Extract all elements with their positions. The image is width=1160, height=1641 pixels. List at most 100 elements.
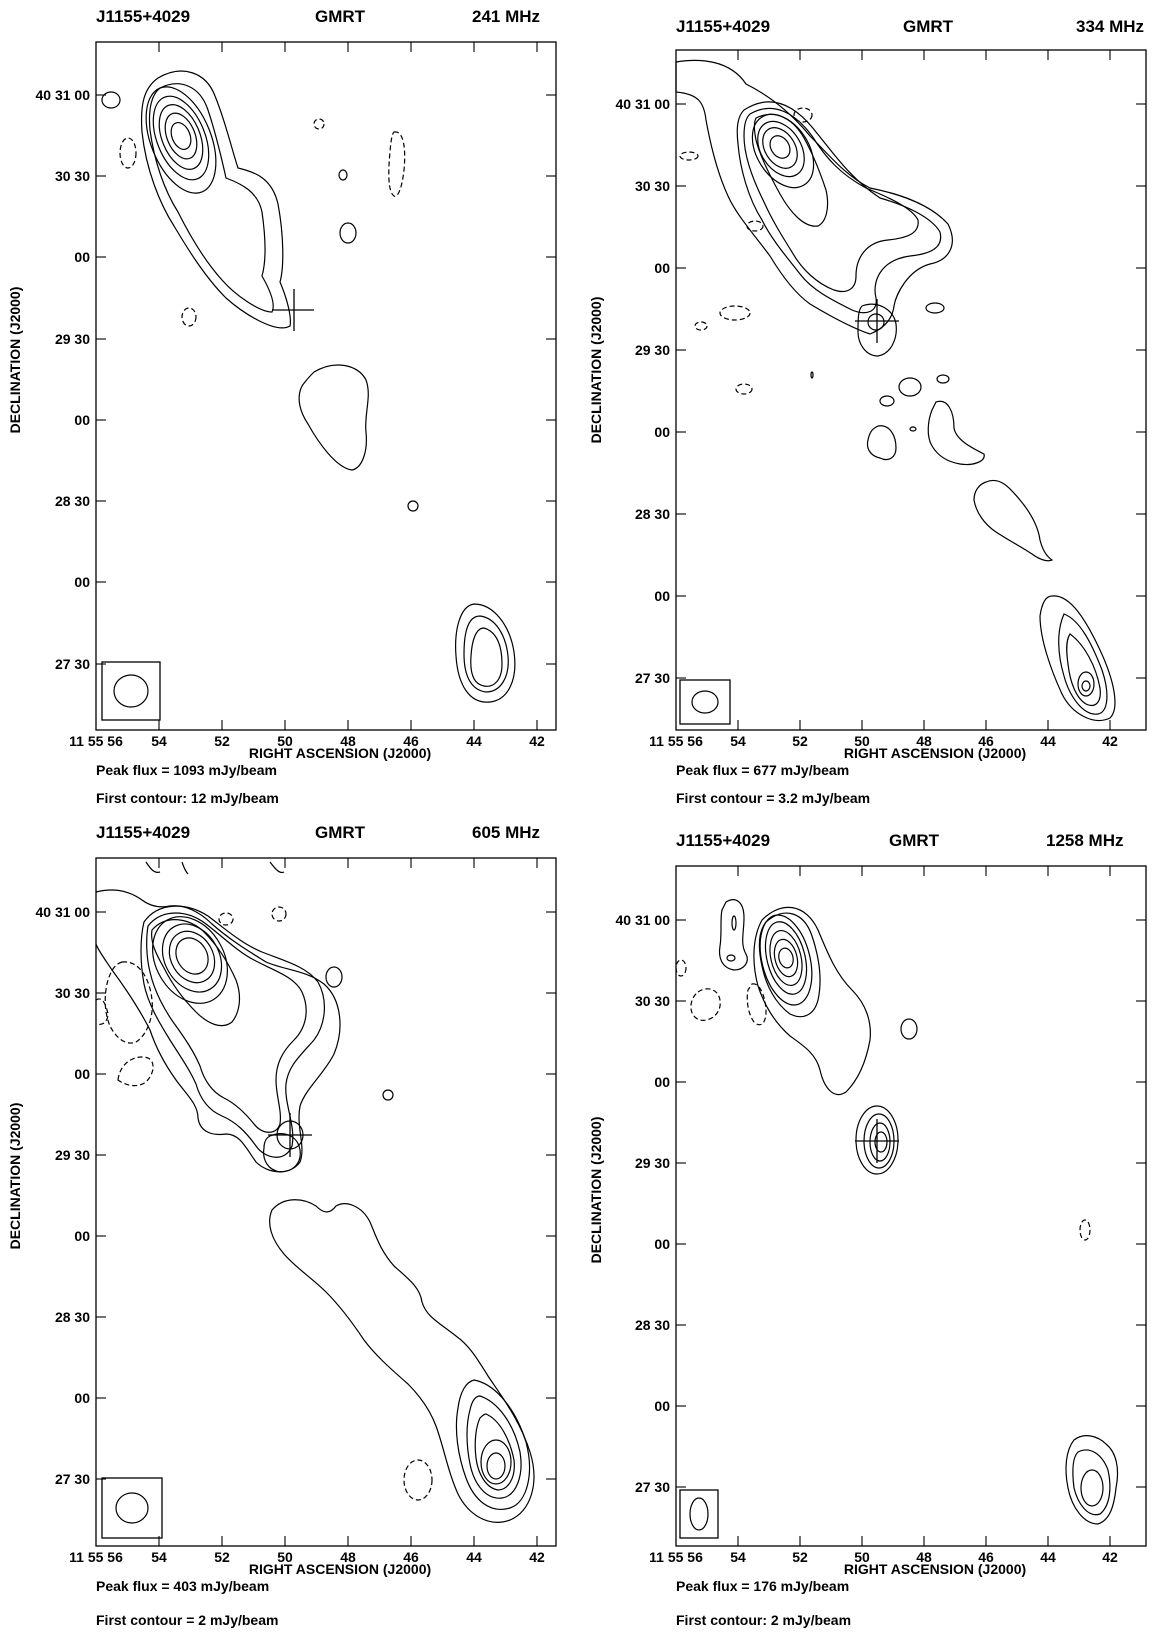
panel-source-name: J1155+4029 (676, 831, 770, 850)
y-tick-label: 27 30 (635, 1479, 670, 1495)
x-tick-label: 11 55 56 (69, 733, 123, 749)
x-axis-label: RIGHT ASCENSION (J2000) (844, 745, 1026, 761)
panel-source-name: J1155+4029 (676, 17, 770, 36)
first-contour-note: First contour: 12 mJy/beam (96, 790, 279, 806)
panel-frequency: 605 MHz (472, 823, 540, 842)
peak-flux-note: Peak flux = 677 mJy/beam (676, 762, 849, 778)
beam-box (101, 661, 161, 721)
y-tick-label: 30 30 (55, 985, 90, 1001)
x-tick-label: 52 (792, 1549, 808, 1565)
y-tick-label: 00 (74, 1228, 90, 1244)
x-axis-label: RIGHT ASCENSION (J2000) (844, 1561, 1026, 1577)
y-tick-label: 27 30 (635, 670, 670, 686)
y-tick-label: 27 30 (55, 1471, 90, 1487)
x-tick-label: 42 (529, 733, 545, 749)
y-tick-label: 00 (654, 1074, 670, 1090)
x-tick-label: 42 (1102, 1549, 1118, 1565)
y-tick-label: 28 30 (635, 506, 670, 522)
y-tick-labels: 40 31 00 30 30 00 29 30 00 28 30 00 27 3… (36, 87, 91, 672)
x-tick-label: 50 (277, 1549, 293, 1565)
y-tick-label: 28 30 (55, 493, 90, 509)
beam-box (101, 1477, 163, 1539)
axis-ticks (676, 50, 1146, 730)
y-tick-label: 00 (654, 424, 670, 440)
peak-flux-note: Peak flux = 1093 mJy/beam (96, 762, 277, 778)
x-tick-label: 54 (730, 1549, 746, 1565)
y-tick-label: 00 (654, 1398, 670, 1414)
x-tick-label: 48 (916, 1549, 932, 1565)
x-tick-label: 44 (1040, 733, 1056, 749)
y-axis-label: DECLINATION (J2000) (7, 287, 23, 434)
axis-ticks (96, 858, 556, 1546)
x-tick-label: 44 (1040, 1549, 1056, 1565)
peak-flux-note: Peak flux = 176 mJy/beam (676, 1578, 849, 1594)
y-tick-label: 29 30 (55, 1147, 90, 1163)
panel-frequency: 334 MHz (1076, 17, 1144, 36)
x-tick-label: 46 (978, 1549, 994, 1565)
x-tick-label: 42 (1102, 733, 1118, 749)
y-tick-label: 29 30 (635, 1155, 670, 1171)
y-tick-label: 40 31 00 (36, 87, 91, 103)
first-contour-note: First contour: 2 mJy/beam (676, 1612, 851, 1628)
panel-telescope: GMRT (315, 823, 366, 842)
x-tick-label: 50 (854, 733, 870, 749)
x-tick-labels: 11 55 56 54 52 50 48 46 44 42 (649, 1549, 1118, 1565)
panel-telescope: GMRT (315, 7, 366, 26)
y-axis-label: DECLINATION (J2000) (7, 1103, 23, 1250)
x-tick-label: 11 55 56 (69, 1549, 123, 1565)
contour-map (95, 861, 535, 1539)
plot-frame (675, 49, 1147, 731)
y-tick-label: 28 30 (55, 1309, 90, 1325)
y-tick-label: 00 (74, 1066, 90, 1082)
axis-ticks (676, 866, 1146, 1546)
x-tick-label: 48 (916, 733, 932, 749)
crosshair-marker (268, 1113, 312, 1157)
x-axis-label: RIGHT ASCENSION (J2000) (249, 1561, 431, 1577)
y-tick-label: 00 (654, 588, 670, 604)
y-tick-label: 00 (654, 1236, 670, 1252)
x-tick-label: 48 (340, 1549, 356, 1565)
plot-frame (95, 857, 557, 1547)
crosshair-marker (272, 289, 314, 331)
panel-source-name: J1155+4029 (96, 823, 190, 842)
y-tick-label: 40 31 00 (616, 912, 671, 928)
x-tick-label: 11 55 56 (649, 1549, 703, 1565)
y-tick-label: 00 (74, 1390, 90, 1406)
y-tick-label: 29 30 (635, 342, 670, 358)
first-contour-note: First contour = 3.2 mJy/beam (676, 790, 870, 806)
contour-map (675, 899, 1119, 1539)
x-tick-label: 44 (466, 1549, 482, 1565)
panel-frequency: 1258 MHz (1046, 831, 1123, 850)
first-contour-note: First contour = 2 mJy/beam (96, 1612, 278, 1628)
contour-map (101, 70, 516, 721)
panel-605mhz: J1155+4029 GMRT 605 MHz 11 55 56 54 52 5 (7, 823, 557, 1628)
y-tick-label: 00 (74, 574, 90, 590)
panel-334mhz: J1155+4029 GMRT 334 MHz 11 55 56 54 52 5 (588, 17, 1147, 806)
beam-box (679, 1489, 719, 1539)
beam-box (679, 679, 731, 725)
y-tick-labels: 40 31 00 30 30 00 29 30 00 28 30 00 27 3… (616, 96, 671, 686)
y-tick-label: 30 30 (635, 993, 670, 1009)
x-tick-labels: 11 55 56 54 52 50 48 46 44 42 (69, 733, 545, 749)
x-tick-label: 54 (151, 733, 167, 749)
x-tick-label: 11 55 56 (649, 733, 703, 749)
x-axis-label: RIGHT ASCENSION (J2000) (249, 745, 431, 761)
y-tick-label: 28 30 (635, 1317, 670, 1333)
y-tick-labels: 40 31 00 30 30 00 29 30 00 28 30 00 27 3… (616, 912, 671, 1495)
plot-frame (675, 865, 1147, 1547)
y-axis-label: DECLINATION (J2000) (588, 1117, 604, 1264)
y-tick-label: 00 (74, 249, 90, 265)
y-axis-label: DECLINATION (J2000) (588, 297, 604, 444)
y-tick-label: 30 30 (55, 168, 90, 184)
x-tick-label: 52 (792, 733, 808, 749)
axis-ticks (96, 42, 556, 730)
x-tick-label: 48 (340, 733, 356, 749)
x-tick-label: 52 (214, 1549, 230, 1565)
x-tick-labels: 11 55 56 54 52 50 48 46 44 42 (649, 733, 1118, 749)
x-tick-label: 52 (214, 733, 230, 749)
y-tick-label: 27 30 (55, 656, 90, 672)
y-tick-label: 00 (654, 260, 670, 276)
x-tick-label: 42 (529, 1549, 545, 1565)
panel-241mhz: J1155+4029 GMRT 241 MHz 11 55 56 54 52 5 (7, 7, 557, 806)
